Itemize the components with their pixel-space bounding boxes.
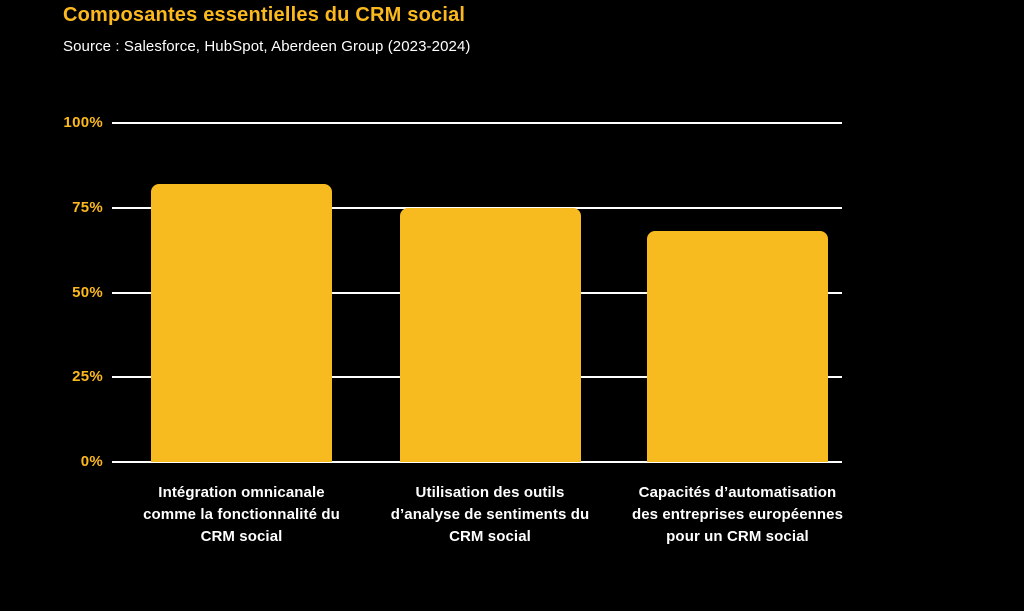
- gridline-0: [112, 461, 842, 463]
- category-label: Intégration omnicanale comme la fonction…: [143, 484, 340, 545]
- y-axis-tick-label: 0%: [80, 453, 103, 470]
- bar: [151, 184, 332, 462]
- y-axis-tick-label: 75%: [72, 198, 103, 216]
- bar: [399, 208, 581, 462]
- chart-title: Composantes essentielles du CRM social: [63, 4, 466, 26]
- chart-source: Source : Salesforce, HubSpot, Aberdeen G…: [63, 38, 471, 55]
- gridline-100: [112, 122, 842, 124]
- category-label: Capacités d’automatisation des entrepris…: [631, 484, 844, 545]
- bar-chart-plot-area: 0% 25% 50% 75% 100% Intégration omnicanale co…: [63, 114, 843, 545]
- y-axis-tick-label: 50%: [72, 283, 103, 301]
- bar: [647, 231, 828, 462]
- y-axis-tick-label: 100%: [63, 114, 103, 131]
- gridline-75: [112, 206, 842, 209]
- y-axis-tick-label: 25%: [72, 368, 103, 386]
- category-label: Utilisation des outils d’analyse de sent…: [390, 484, 590, 545]
